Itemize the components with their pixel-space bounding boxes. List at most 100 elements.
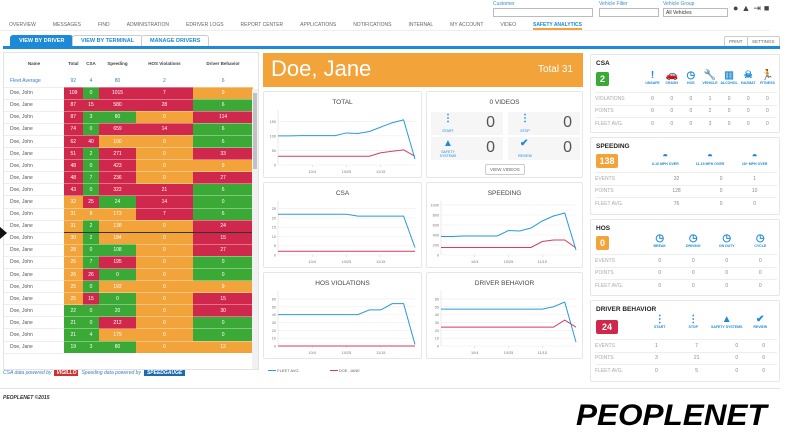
column-header-hos-violations[interactable]: HOS Violations xyxy=(135,53,194,76)
row-value: 0 xyxy=(681,104,701,118)
vehicle-group-select[interactable]: All Vehicles xyxy=(663,8,728,17)
table-row[interactable]: Doe, John 30 2 184 0 15 xyxy=(4,232,253,245)
driver-name-cell: Doe, John xyxy=(4,183,64,197)
score-cell-total: 19 xyxy=(64,341,83,354)
help-icon[interactable]: ● xyxy=(733,3,742,13)
tab-view-by-terminal[interactable]: VIEW BY TERMINAL xyxy=(72,35,144,46)
row-value: 76 xyxy=(643,197,710,210)
table-row[interactable]: Doe, John 21 4 179 0 0 xyxy=(4,328,253,342)
table-row[interactable]: Doe, Jane 74 0 659 14 6 xyxy=(4,123,253,136)
driver-name-cell: Doe, John xyxy=(4,328,64,342)
score-cell-driver-behavior: 0 xyxy=(193,328,253,342)
tab-manage-drivers[interactable]: MANAGE DRIVERS xyxy=(141,35,210,46)
table-row[interactable]: Doe, John 87 3 80 0 114 xyxy=(4,111,253,124)
score-cell-speeding: 322 xyxy=(99,183,136,197)
table-row[interactable]: Doe, Jane 87 15 580 28 6 xyxy=(4,99,253,112)
nav-find[interactable]: FIND xyxy=(97,22,110,28)
traffic-light-icon: ⋮ xyxy=(520,113,530,124)
download-icon[interactable]: ■ xyxy=(763,3,773,13)
table-row[interactable]: Doe, John 43 0 322 21 6 xyxy=(4,183,253,197)
table-row[interactable]: Doe, Jane 26 26 0 0 0 xyxy=(4,268,253,282)
nav-edriver-logs[interactable]: EDRIVER LOGS xyxy=(186,22,224,28)
row-value: 0 xyxy=(723,364,751,377)
x-tick-label: 10/4 xyxy=(309,170,316,174)
nav-applications[interactable]: APPLICATIONS xyxy=(300,22,337,28)
table-row[interactable]: Doe, Jane 21 0 212 0 0 xyxy=(4,316,253,330)
driver-name-cell: Doe, Jane xyxy=(4,123,64,136)
table-row[interactable]: Doe, Jane 25 15 0 0 15 xyxy=(4,292,253,306)
user-icon[interactable]: ▲ xyxy=(741,3,754,13)
score-cell-hos-violations: 0 xyxy=(135,171,194,185)
score-cell-hos-violations: 0 xyxy=(135,341,194,354)
y-tick-label: 10 xyxy=(272,235,276,239)
logout-icon[interactable]: ⇥ xyxy=(753,3,764,13)
score-cell-total: 62 xyxy=(64,135,83,149)
row-value: 0 xyxy=(750,351,777,365)
nav-notifications[interactable]: NOTIFICATIONS xyxy=(353,22,392,28)
driver-name: Doe, Jane xyxy=(271,56,372,81)
scrollbar-thumb[interactable] xyxy=(253,93,257,169)
x-tick-label: 11/15 xyxy=(538,260,547,264)
nav-administration[interactable]: ADMINISTRATION xyxy=(126,22,170,28)
table-row[interactable]: Doe, John 22 0 20 0 30 xyxy=(4,304,253,318)
y-tick-label: 50 xyxy=(272,149,276,153)
table-row[interactable]: Doe, Jane 51 2 271 0 33 xyxy=(4,147,253,161)
category-16-mph-over: ◓ 16+ MPH OVER xyxy=(732,151,777,166)
driver-name-cell: Doe, Jane xyxy=(4,99,64,112)
category-label: FITNESS xyxy=(760,81,775,85)
customer-select[interactable] xyxy=(493,8,593,17)
category-label: SAFETY SYSTEMS xyxy=(711,325,743,329)
row-value: 128 xyxy=(643,184,710,198)
table-row[interactable]: Doe, Jane 28 0 108 0 27 xyxy=(4,244,253,257)
panel-row: FLEET AVG. 76 0 0 xyxy=(595,197,777,210)
y-tick-label: 10 xyxy=(435,337,439,341)
table-row[interactable]: Doe, Jane 19 3 80 0 12 xyxy=(4,341,253,354)
table-row[interactable]: Doe, John 109 0 1015 7 9 xyxy=(4,87,253,100)
vehicle-filter-input[interactable] xyxy=(599,8,659,17)
table-row[interactable]: Doe, Jane 32 25 24 14 0 xyxy=(4,195,253,209)
video-cell-stop[interactable]: ⋮ STOP 0 xyxy=(508,112,580,135)
nav-messages[interactable]: MESSAGES xyxy=(52,22,81,28)
vehicle-group-label: Vehicle Group xyxy=(663,1,695,7)
table-row[interactable]: Doe, Jane 48 7 236 0 27 xyxy=(4,171,253,185)
tab-view-by-driver[interactable]: VIEW BY DRIVER xyxy=(10,35,74,46)
row-value: 0 xyxy=(757,117,777,130)
video-cell-safety-systems[interactable]: ▲ SAFETY SYSTEMS 0 xyxy=(431,137,503,160)
row-value: 0 xyxy=(732,197,777,210)
driver-name-cell: Doe, John xyxy=(4,280,64,294)
panel-row: POINTS 0 0 0 0 xyxy=(595,266,777,280)
table-row[interactable]: Doe, John 25 0 192 0 9 xyxy=(4,280,253,294)
table-row[interactable]: Doe, John 62 40 100 0 6 xyxy=(4,135,253,149)
column-header-name[interactable]: Name xyxy=(4,53,64,76)
chart-driver-behavior: DRIVER BEHAVIOR 0 10 20 30 40 50 60 10/4 10/25 11/… xyxy=(426,272,583,359)
column-header-total[interactable]: Total xyxy=(64,53,83,76)
category-review: ✔ REVIEW xyxy=(744,314,778,329)
view-videos-button[interactable]: VIEW VIDEOS xyxy=(485,164,525,175)
series-line-fleet-avg xyxy=(278,213,416,248)
video-cell-review[interactable]: ✔ REVIEW 0 xyxy=(508,137,580,160)
nav-report-center[interactable]: REPORT CENTER xyxy=(240,22,284,28)
driver-name-cell: Doe, Jane xyxy=(4,195,64,209)
nav-overview[interactable]: OVERVIEW xyxy=(9,22,36,28)
table-row[interactable]: Doe, John 48 0 423 0 9 xyxy=(4,159,253,173)
y-tick-label: 30 xyxy=(272,321,276,325)
driver-name-cell: Doe, John xyxy=(4,208,64,221)
score-cell-csa: 8 xyxy=(82,208,100,221)
row-label: FLEET AVG. xyxy=(595,117,643,130)
nav-safety-analytics[interactable]: SAFETY ANALYTICS xyxy=(532,22,582,30)
video-cell-start[interactable]: ⋮ START 0 xyxy=(431,112,503,135)
table-scrollbar[interactable] xyxy=(252,89,258,369)
column-header-driver-behavior[interactable]: Driver Behavior xyxy=(193,53,253,76)
nav-video[interactable]: VIDEO xyxy=(500,22,516,28)
category-label: HOS xyxy=(687,81,695,85)
table-row[interactable]: Doe, John 26 7 195 0 0 xyxy=(4,256,253,270)
nav-my-account[interactable]: MY ACCOUNT xyxy=(450,22,484,28)
column-header-speeding[interactable]: Speeding xyxy=(99,53,136,76)
y-tick-label: 20 xyxy=(272,216,276,220)
alcohol-icon: ▥ xyxy=(724,70,734,81)
nav-internal[interactable]: INTERNAL xyxy=(408,22,434,28)
column-header-csa[interactable]: CSA xyxy=(82,53,100,76)
score-cell-driver-behavior: 6 xyxy=(193,183,253,197)
table-row[interactable]: Doe, Jane 31 2 138 0 24 xyxy=(4,219,253,233)
table-row[interactable]: Doe, John 31 8 173 7 6 xyxy=(4,208,253,221)
